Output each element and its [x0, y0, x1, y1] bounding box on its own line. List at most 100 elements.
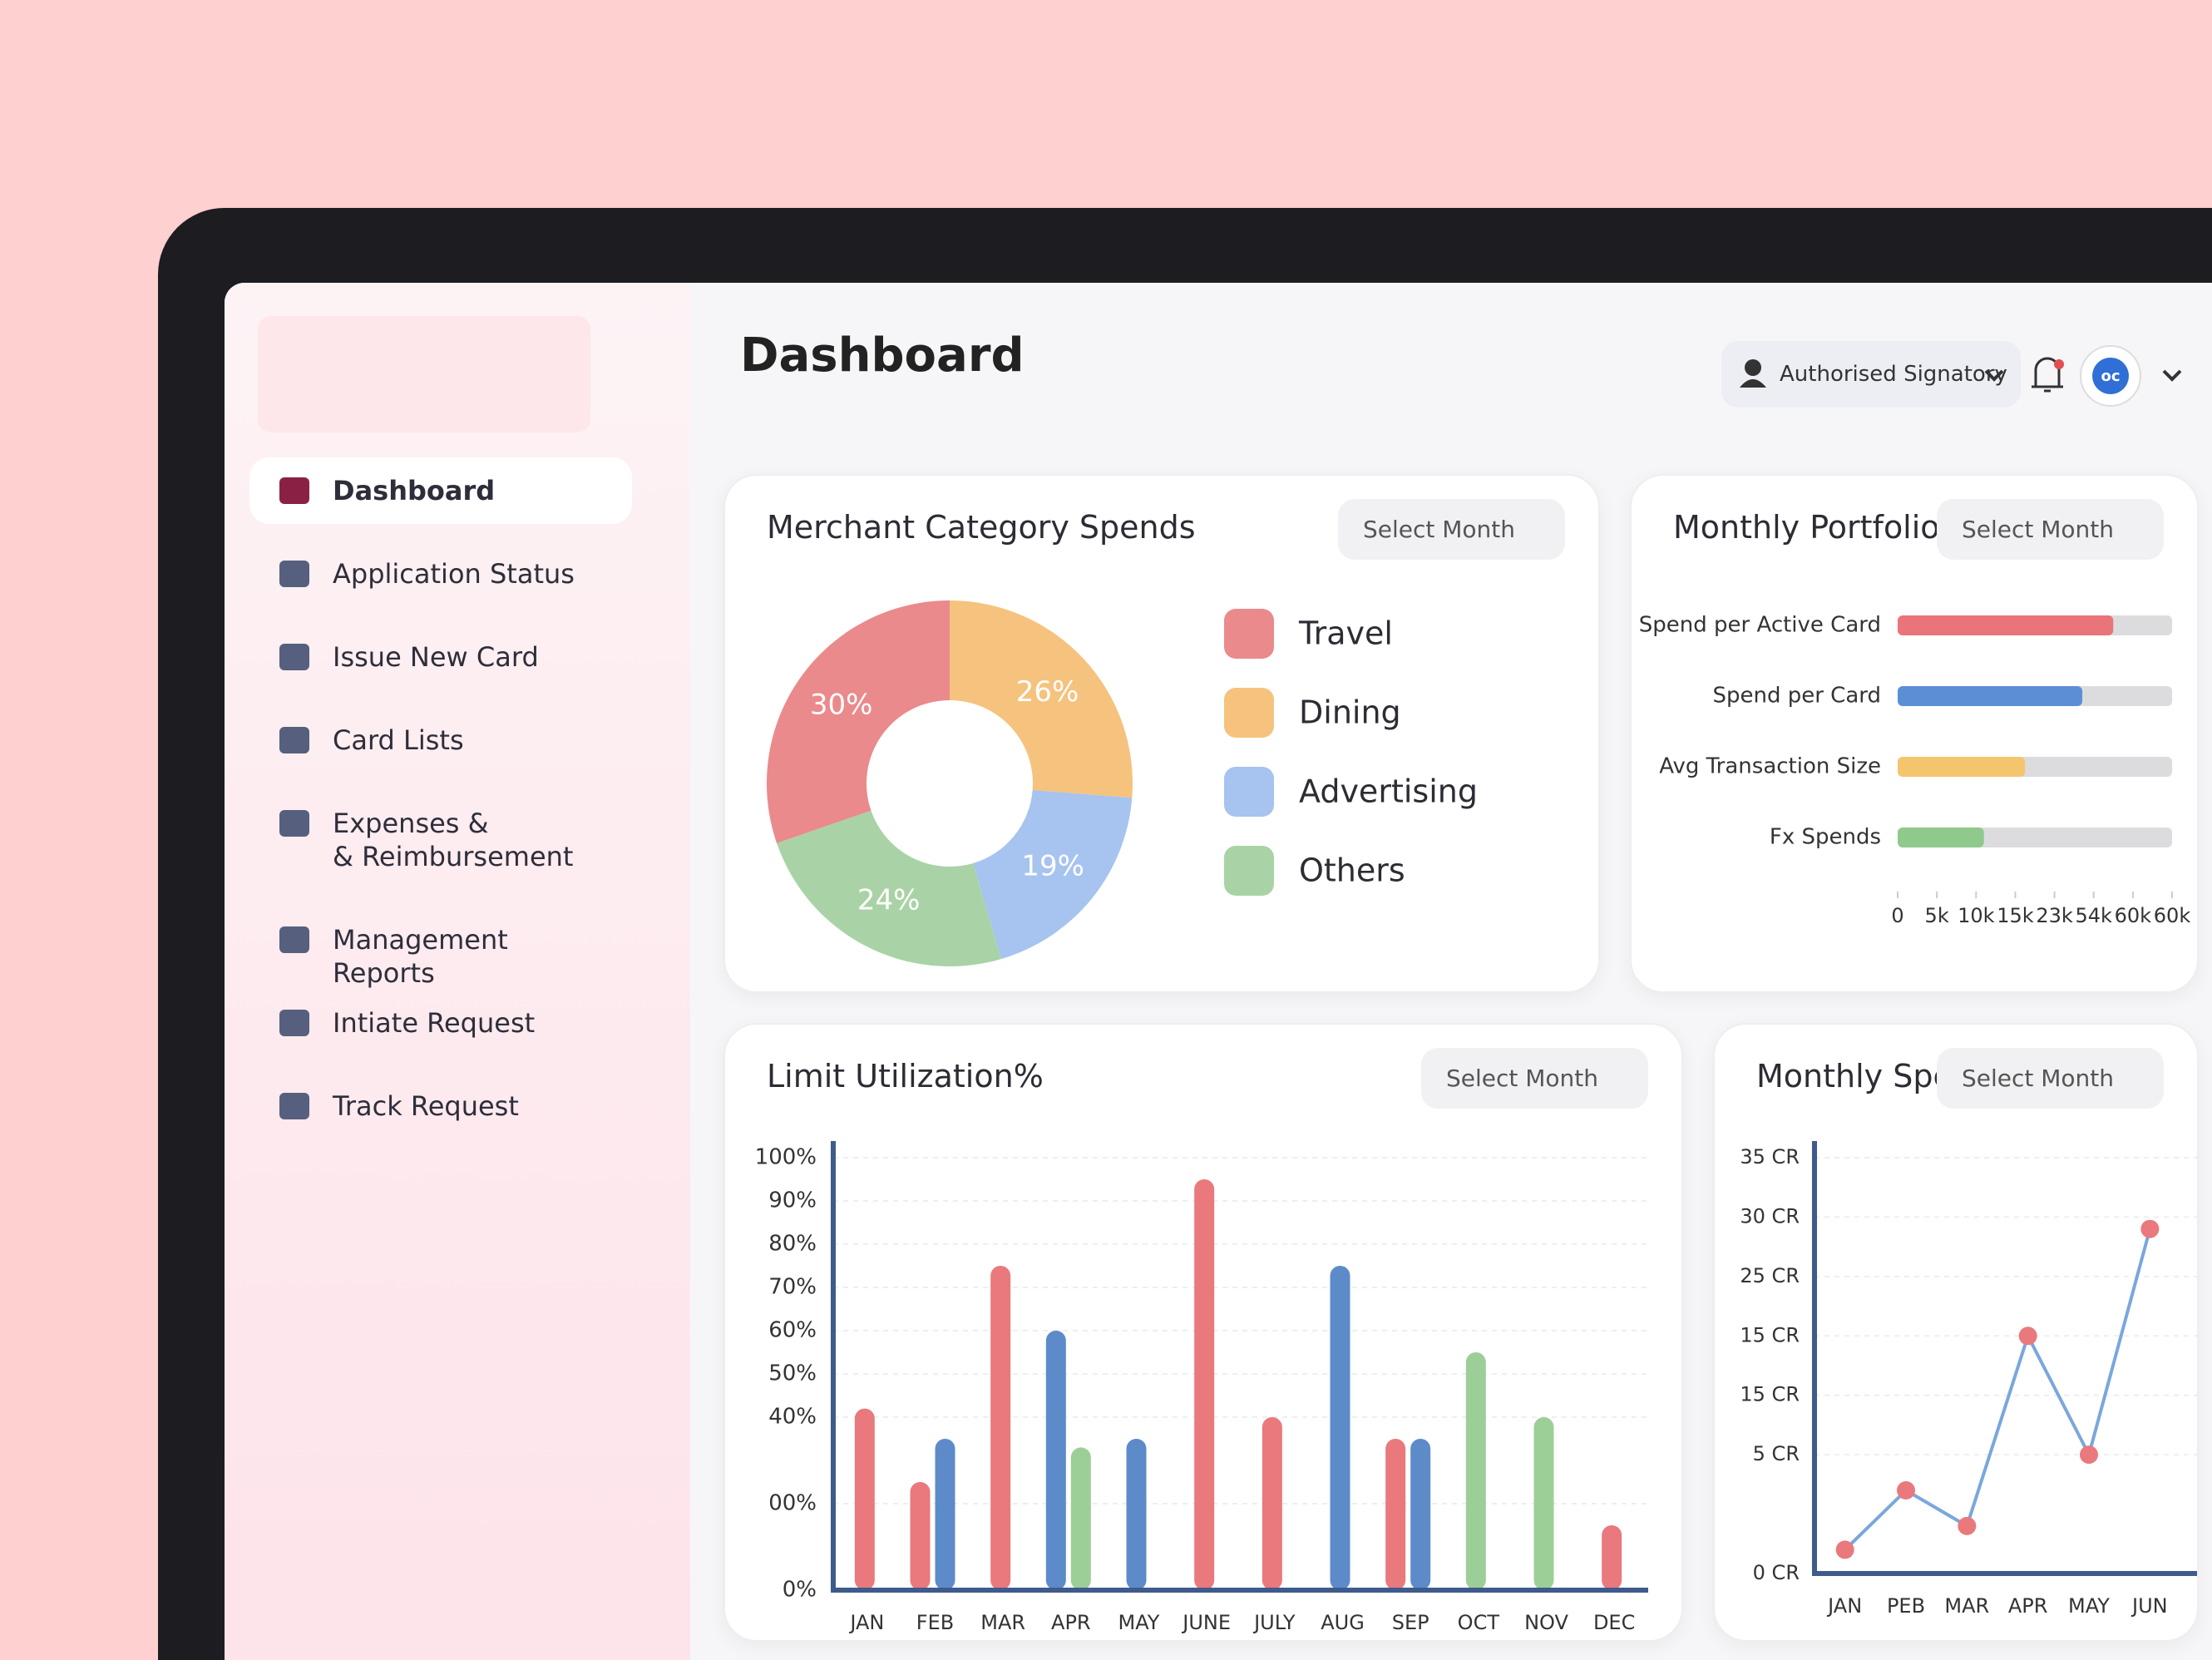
bar — [1602, 1525, 1622, 1590]
month-dropdown[interactable]: Select Month — [1936, 1048, 2164, 1109]
x-tick-label: DEC — [1593, 1611, 1635, 1634]
y-tick-label: 15 CR — [1740, 1323, 1800, 1346]
x-tick-label: OCT — [1458, 1611, 1500, 1634]
x-tick-label: 0 — [1891, 904, 1903, 927]
y-tick-label: 5 CR — [1753, 1442, 1800, 1465]
axis — [1812, 1141, 2197, 1576]
x-tick-label: 60k — [2154, 904, 2191, 927]
legend-label: Advertising — [1299, 773, 1478, 810]
spends-card: Monthly Spends Select Month 35 CR 30 CR 25 C… — [1713, 1023, 2199, 1642]
x-tick-label: PEB — [1887, 1594, 1925, 1618]
y-tick-label: 60% — [768, 1318, 817, 1343]
y-tick-label: 30 CR — [1740, 1204, 1800, 1228]
month-dropdown[interactable]: Select Month — [1936, 499, 2164, 560]
x-tick-label: JAN — [848, 1611, 884, 1634]
line — [1844, 1228, 2152, 1551]
bar — [1126, 1439, 1147, 1590]
nav-icon — [279, 810, 309, 837]
point — [2140, 1219, 2160, 1238]
point — [1958, 1516, 1977, 1535]
x-tick-label: MAY — [2068, 1594, 2110, 1618]
donut-slice — [767, 600, 950, 843]
point — [1897, 1481, 1915, 1499]
y-tick-label: 80% — [768, 1232, 817, 1257]
point — [1835, 1540, 1854, 1559]
legend-swatch — [1224, 688, 1274, 738]
nav-icon — [279, 727, 309, 753]
x-tick-label: APR — [1051, 1611, 1091, 1634]
bar — [1070, 1447, 1091, 1590]
donut-slice — [973, 789, 1133, 960]
sidebar: Dashboard Application Status Issue New Car… — [225, 283, 690, 1660]
bar — [1045, 1331, 1066, 1590]
y-tick-label: 25 CR — [1740, 1264, 1800, 1287]
slice-label: 24% — [857, 884, 921, 917]
x-tick-label: JUN — [2131, 1594, 2168, 1618]
x-tick-label: 23k — [2036, 904, 2073, 927]
bar — [1898, 686, 2083, 706]
x-tick-label: JUNE — [1181, 1611, 1231, 1634]
y-tick-label: 0% — [783, 1578, 817, 1603]
month-dropdown[interactable]: Select Month — [1337, 499, 1565, 560]
legend-label: Others — [1299, 852, 1405, 889]
month-dropdown[interactable]: Select Month — [1420, 1048, 1648, 1109]
x-tick-label: JAN — [1826, 1594, 1862, 1618]
merchant-card: Merchant Category Spends Select Month 30% 2… — [723, 474, 1600, 993]
slice-label: 26% — [1016, 675, 1079, 709]
donut-slice — [950, 600, 1133, 798]
x-tick-label: FEB — [916, 1611, 954, 1634]
point — [2018, 1327, 2037, 1346]
logo-placeholder — [258, 316, 590, 432]
nav-icon — [279, 926, 309, 953]
nav-item[interactable]: Application Status — [249, 541, 632, 607]
bar-label: Spend per Card — [1712, 684, 1881, 709]
nav-item[interactable]: Expenses & & Reimbursement — [249, 790, 632, 890]
chart: 35 CR 30 CR 25 CR 15 CR 15 CR 5 CR 0 CR JAN PEB M… — [1740, 1141, 2197, 1618]
nav-item[interactable]: Management Reports — [249, 907, 632, 1006]
x-tick-label: NOV — [1524, 1611, 1568, 1634]
x-tick-label: MAR — [980, 1611, 1025, 1634]
bar — [1898, 757, 2026, 777]
bar — [910, 1482, 931, 1590]
bar-label: Spend per Active Card — [1639, 613, 1881, 638]
header-icons: oc — [1740, 345, 2182, 407]
x-tick-label: 10k — [1958, 904, 1995, 927]
nav-item[interactable]: Intiate Request — [249, 990, 632, 1056]
portfolio-card: Monthly Portfolio Report Select Month Spen… — [1630, 474, 2199, 993]
bar — [1898, 615, 2114, 635]
point — [2080, 1445, 2098, 1465]
nav-icon — [279, 1010, 309, 1036]
limit-card: Limit Utilization% Select Month 100% 90% 80%… — [723, 1023, 1683, 1642]
x-tick-label: 60k — [2115, 904, 2152, 927]
bar — [1465, 1352, 1486, 1590]
nav-item[interactable]: Issue New Card — [249, 624, 632, 690]
nav-item[interactable]: Dashboard — [249, 457, 632, 524]
y-tick-label: 35 CR — [1740, 1145, 1800, 1168]
legend-label: Dining — [1299, 694, 1401, 731]
x-tick-label: APR — [2008, 1594, 2048, 1618]
x-tick-label: 54k — [2075, 904, 2112, 927]
chart: 100% 90% 80% 70% 60% 50% 40% 00% 0% JAN FEB MAR APR M… — [755, 1141, 1648, 1634]
y-tick-label: 70% — [768, 1275, 817, 1300]
legend-swatch — [1224, 609, 1274, 659]
nav-item[interactable]: Track Request — [249, 1073, 632, 1139]
donut-slice — [777, 810, 1001, 966]
y-tick-label: 90% — [768, 1188, 817, 1213]
y-tick-label: 50% — [768, 1361, 817, 1386]
user-role-dropdown[interactable]: Authorised Signatory — [1721, 341, 2021, 408]
slice-label: 30% — [810, 689, 873, 722]
card-title: Merchant Category Spends — [767, 509, 1196, 546]
x-tick-label: MAY — [1118, 1611, 1160, 1634]
bar — [1330, 1266, 1350, 1590]
bar — [1194, 1179, 1215, 1590]
nav-item[interactable]: Card Lists — [249, 707, 632, 773]
bar — [990, 1266, 1011, 1590]
page-title: Dashboard — [740, 329, 1025, 383]
x-tick-label: 15k — [1997, 904, 2034, 927]
axis — [831, 1141, 1648, 1593]
x-tick-label: MAR — [1944, 1594, 1989, 1618]
bar — [1410, 1439, 1431, 1590]
bar-label: Fx Spends — [1770, 825, 1881, 850]
nav-icon — [279, 477, 309, 504]
